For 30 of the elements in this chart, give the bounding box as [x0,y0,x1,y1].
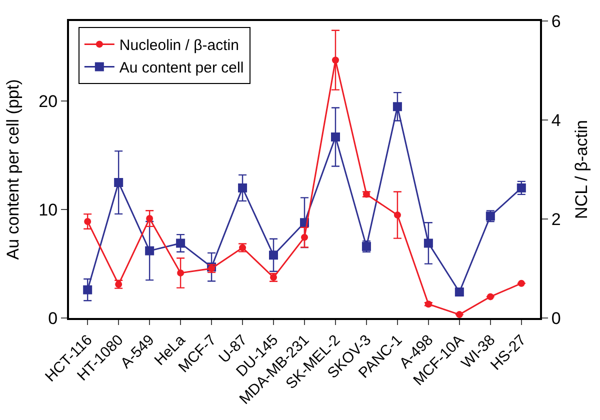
point [301,234,308,241]
y-axis-title: Au content per cell (ppt) [4,79,23,260]
legend-label: Nucleolin / β-actin [119,37,239,54]
point [394,212,401,219]
y2-tick-label: 2 [551,210,561,229]
y-tick-label: 20 [38,92,58,112]
point [176,238,186,248]
y2-tick-label: 6 [551,12,561,31]
point [332,56,339,64]
point [269,250,278,260]
point [145,246,154,256]
point [238,183,248,192]
point [146,215,154,222]
point [114,178,124,188]
y-tick-label: 10 [38,200,58,220]
y2-tick-label: 4 [551,110,561,130]
y-tick-label: 0 [48,308,58,328]
point [392,102,402,112]
y2-axis-title: NCL / β-actin [572,120,591,219]
point [486,293,494,300]
point [454,287,464,296]
point [177,269,184,276]
point [424,238,433,248]
y2-tick-label: 0 [551,308,561,328]
point [518,280,525,287]
point [84,218,92,225]
point [456,311,463,318]
legend-label: Au content per cell [119,60,244,77]
point [83,285,92,294]
point [330,132,340,142]
